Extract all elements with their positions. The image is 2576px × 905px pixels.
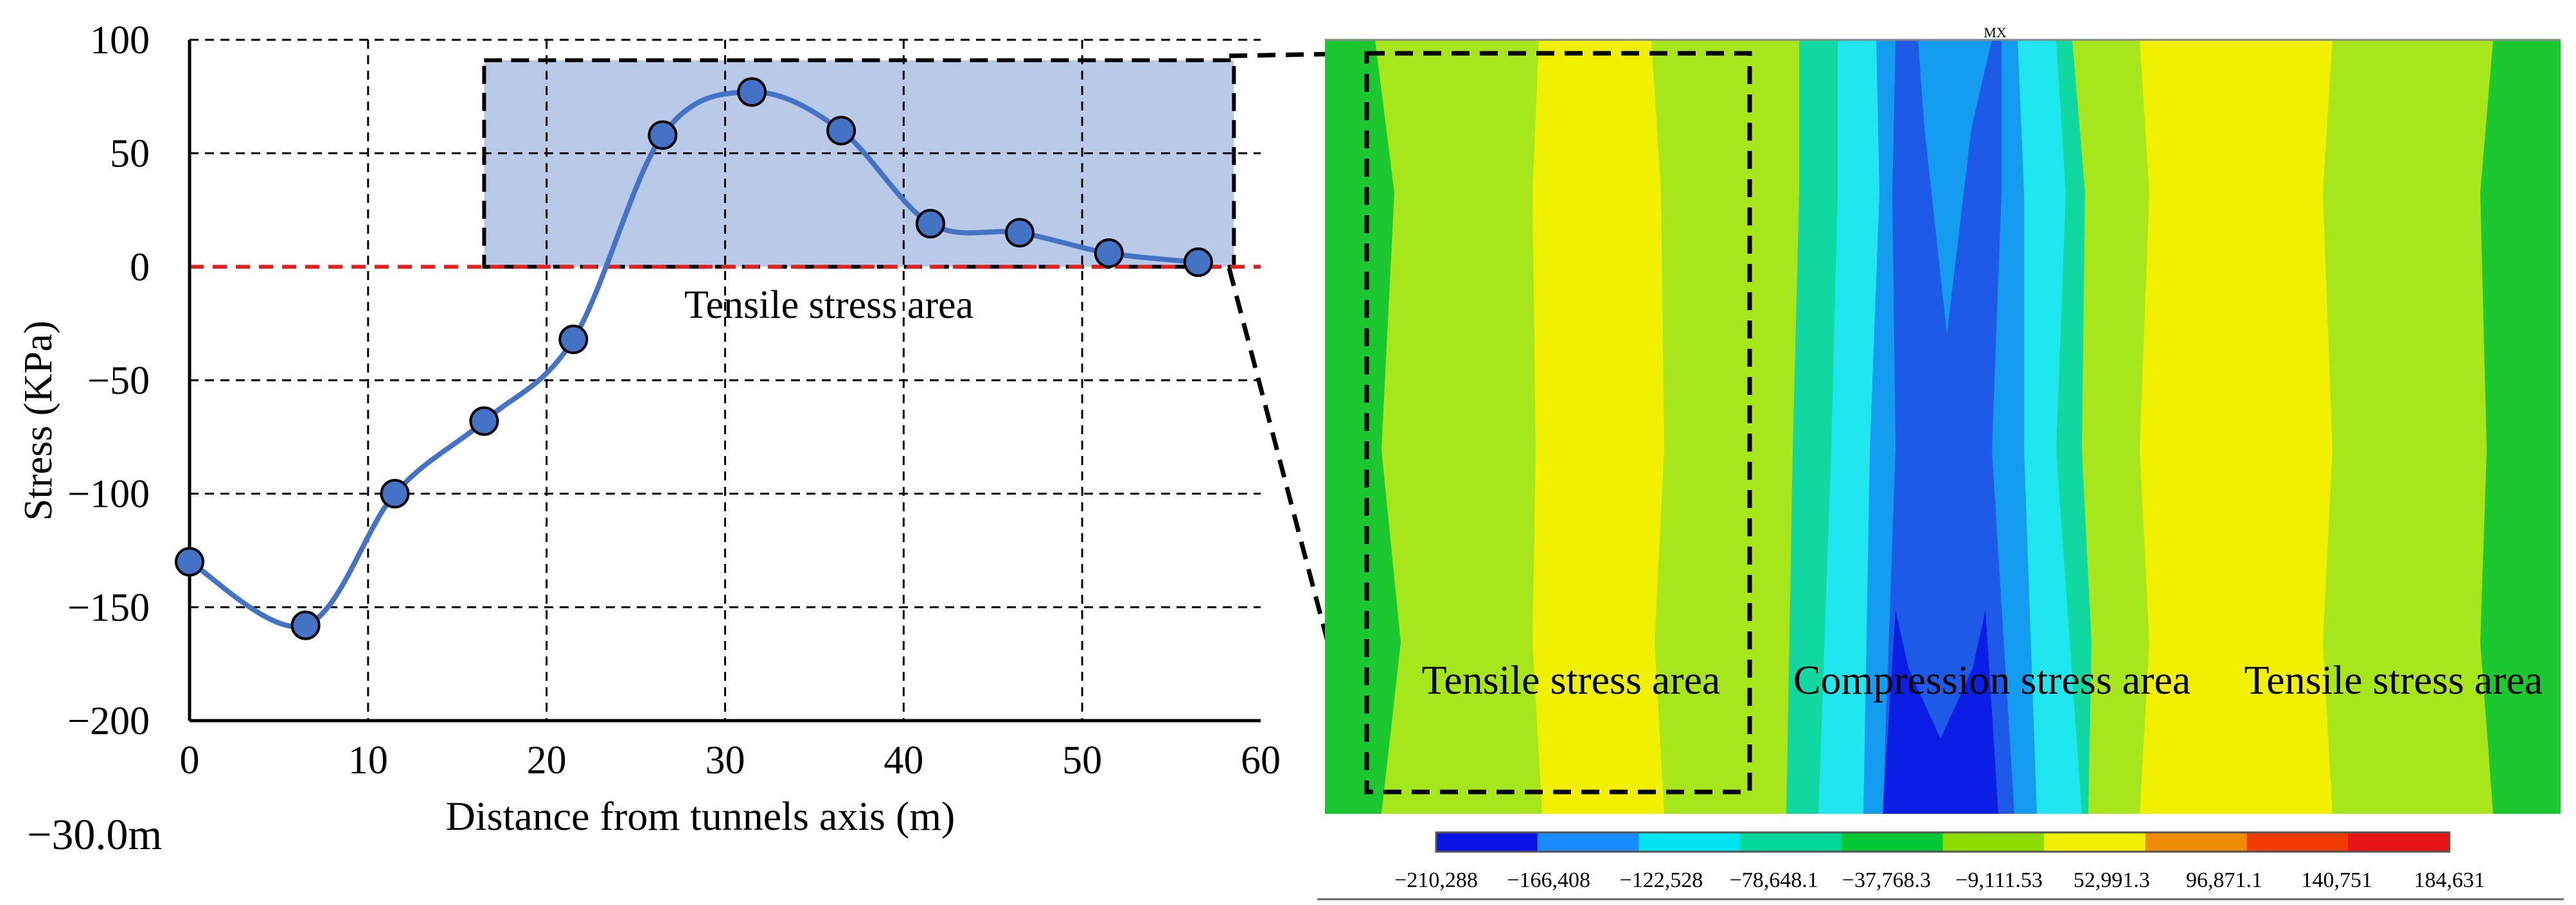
stress-contour-map: MX Tensile stress area Compression stres… (1317, 24, 2564, 901)
colorbar-labels: −210,288 −166,408 −122,528 −78,648.1 −37,768… (1394, 868, 2485, 892)
data-point (1094, 238, 1124, 268)
y-tick-label: −50 (87, 359, 150, 403)
contour-band-center-blue (1883, 40, 2014, 814)
model-marker: MX (1984, 24, 2007, 40)
colorbar-label: −210,288 (1394, 868, 1478, 892)
contour-band-right-yellow (2140, 40, 2332, 814)
colorbar-segment (1639, 832, 1741, 852)
colorbar-label: −166,408 (1507, 868, 1590, 892)
colorbar-segment (1740, 832, 1842, 852)
data-point (469, 406, 499, 436)
stress-line-chart: 0 10 20 30 40 50 60 100 50 0 −50 −100 −150 −200 Tens… (17, 19, 1281, 859)
colorbar-segment (2145, 832, 2248, 852)
stress-data-points (175, 77, 1213, 640)
y-tick-label: 0 (130, 245, 150, 289)
data-point (558, 324, 589, 355)
connector-bottom (1227, 268, 1369, 791)
colorbar-segment (2246, 832, 2349, 852)
colorbar-segment (1537, 832, 1640, 852)
data-point (648, 120, 678, 150)
y-tick-label: −100 (67, 473, 150, 516)
colorbar-label: −9,111.53 (1955, 868, 2043, 892)
y-tick-labels: 100 50 0 −50 −100 −150 −200 (67, 19, 150, 743)
data-point (1004, 218, 1035, 248)
data-point (380, 479, 410, 509)
colorbar-label: 184,631 (2414, 868, 2485, 892)
left-tensile-label: Tensile stress area (1422, 657, 1721, 703)
colorbar (1435, 831, 2451, 853)
contour-band-center-deepblue (1883, 610, 1998, 814)
x-tick-label: 40 (884, 739, 923, 782)
contour-band-left-yellow (1532, 40, 1664, 814)
y-tick-label: −200 (67, 699, 150, 743)
data-point (737, 77, 767, 107)
x-tick-label: 30 (706, 739, 745, 782)
colorbar-segment (1942, 832, 2045, 852)
x-tick-label: 60 (1241, 739, 1281, 782)
x-tick-label: 50 (1062, 739, 1102, 782)
right-tensile-label: Tensile stress area (2244, 657, 2543, 703)
colorbar-segment (2348, 832, 2450, 852)
data-point (175, 547, 204, 577)
colorbar-frame (1435, 831, 2451, 853)
y-tick-label: −150 (67, 586, 150, 629)
x-tick-label: 10 (348, 739, 388, 782)
colorbar-label: 52,991.3 (2074, 868, 2150, 892)
data-point (290, 610, 321, 640)
grid-lines (190, 39, 1261, 721)
y-tick-label: 50 (110, 132, 150, 176)
x-axis-label: Distance from tunnels axis (m) (446, 793, 955, 839)
data-point (916, 209, 946, 239)
y-tick-label: 100 (90, 19, 150, 62)
colorbar-label: −78,648.1 (1730, 868, 1818, 892)
colorbar-segment (1841, 832, 1944, 852)
colorbar-label: 96,871.1 (2186, 868, 2262, 892)
compression-label: Compression stress area (1793, 657, 2191, 703)
tensile-stress-highlight (482, 58, 1236, 269)
colorbar-label: −37,768.3 (1842, 868, 1931, 892)
data-point (826, 116, 857, 146)
colorbar-label: 140,751 (2302, 868, 2373, 892)
colorbar-segment (2044, 832, 2146, 852)
colorbar-segment (1436, 832, 1538, 852)
zoom-region-box (1364, 51, 1752, 795)
depth-annotation: −30.0m (27, 810, 162, 859)
data-point (1183, 247, 1213, 277)
y-axis-label: Stress (KPa) (17, 321, 60, 521)
x-tick-label: 20 (527, 739, 567, 782)
colorbar-label: −122,528 (1620, 868, 1703, 892)
chart-tensile-area-label: Tensile stress area (684, 283, 973, 327)
x-tick-label: 0 (180, 739, 200, 782)
axes (188, 40, 1261, 723)
x-tick-labels: 0 10 20 30 40 50 60 (180, 739, 1281, 782)
